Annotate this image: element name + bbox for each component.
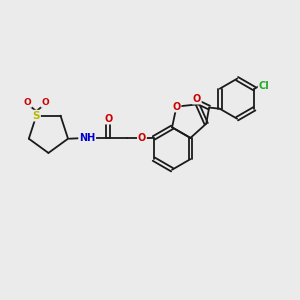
Text: O: O — [41, 98, 49, 107]
Text: NH: NH — [79, 133, 95, 143]
Text: O: O — [172, 102, 181, 112]
Text: Cl: Cl — [259, 81, 269, 91]
Text: O: O — [193, 94, 201, 104]
Text: S: S — [33, 111, 40, 121]
Text: O: O — [138, 133, 146, 143]
Text: O: O — [104, 114, 112, 124]
Text: O: O — [24, 98, 31, 107]
